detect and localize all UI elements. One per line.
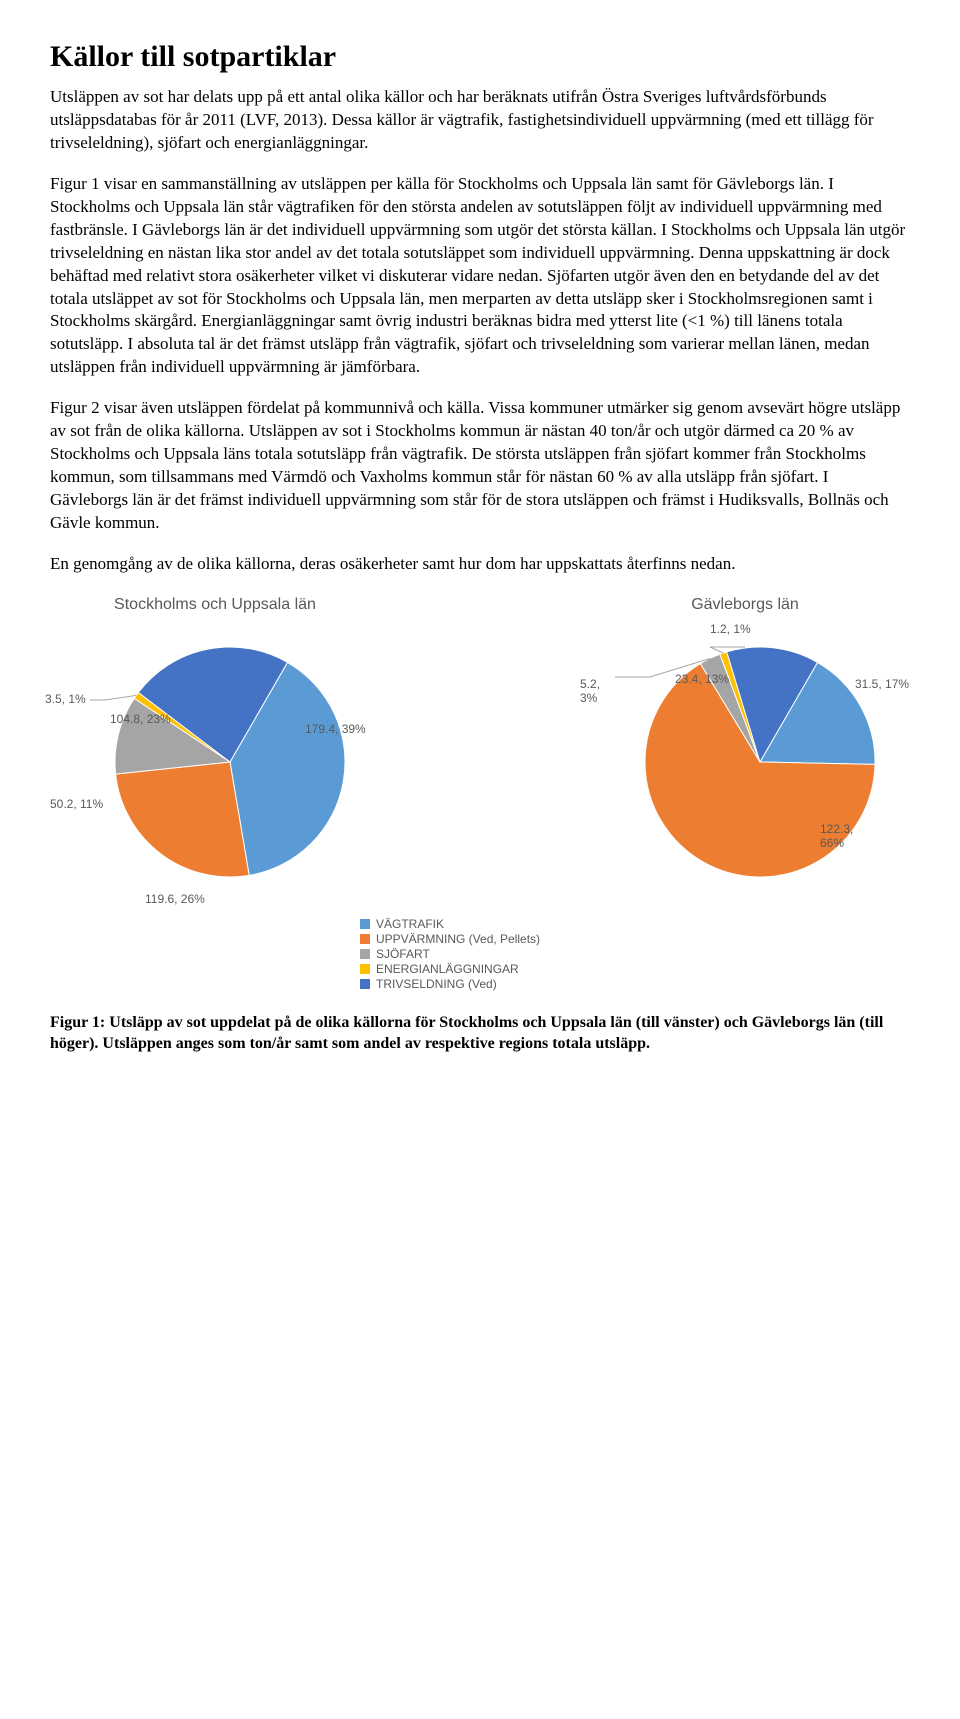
figure-caption: Figur 1: Utsläpp av sot uppdelat på de o… (50, 1013, 910, 1055)
paragraph-1: Utsläppen av sot har delats upp på ett a… (50, 86, 910, 155)
pie-label: 179.4, 39% (305, 722, 366, 736)
legend-swatch (360, 964, 370, 974)
legend-label: SJÖFART (376, 947, 430, 961)
legend-swatch (360, 949, 370, 959)
pie-label: 122.3,66% (820, 822, 853, 850)
pie-label: 1.2, 1% (710, 622, 751, 636)
pie-slice (116, 762, 250, 877)
legend-label: TRIVSELDNING (Ved) (376, 977, 497, 991)
page-heading: Källor till sotpartiklar (50, 40, 910, 74)
legend-swatch (360, 979, 370, 989)
chart2-pie (580, 622, 910, 922)
pie-label: 104.8, 23% (110, 712, 171, 726)
pie-label: 31.5, 17% (855, 677, 909, 691)
pie-label: 23.4, 13% (675, 672, 729, 686)
chart1-pie-wrap: 179.4, 39%119.6, 26%50.2, 11%3.5, 1%104.… (50, 622, 380, 927)
legend-row: TRIVSELDNING (Ved) (360, 977, 910, 991)
charts-row: Stockholms och Uppsala län 179.4, 39% 119… (50, 596, 910, 927)
paragraph-2: Figur 1 visar en sammanställning av utsl… (50, 173, 910, 379)
pie-label: 3.5, 1% (45, 692, 86, 706)
legend-label: UPPVÄRMNING (Ved, Pellets) (376, 932, 540, 946)
pie-label: 5.2,3% (580, 677, 600, 705)
chart-gavleborg: Gävleborgs län 31.5, 17% 122.3,66% 5.2,3% 1… (580, 596, 910, 927)
chart-stockholm-uppsala: Stockholms och Uppsala län 179.4, 39% 119… (50, 596, 380, 927)
chart1-pie (50, 622, 380, 922)
pie-label: 119.6, 26% (145, 892, 205, 906)
legend-row: SJÖFART (360, 947, 910, 961)
paragraph-3: Figur 2 visar även utsläppen fördelat på… (50, 397, 910, 535)
paragraph-4: En genomgång av de olika källorna, deras… (50, 553, 910, 576)
legend-label: ENERGIANLÄGGNINGAR (376, 962, 519, 976)
legend-label: VÄGTRAFIK (376, 917, 444, 931)
chart2-title: Gävleborgs län (691, 596, 799, 614)
figure-caption-text: Figur 1: Utsläpp av sot uppdelat på de o… (50, 1014, 883, 1052)
chart2-pie-wrap: 31.5, 17% 122.3,66% 5.2,3% 1.2, 1% 23.4, 13% (580, 622, 910, 927)
chart-legend: VÄGTRAFIKUPPVÄRMNING (Ved, Pellets)SJÖFA… (360, 917, 910, 991)
legend-row: UPPVÄRMNING (Ved, Pellets) (360, 932, 910, 946)
chart1-title: Stockholms och Uppsala län (114, 596, 316, 614)
legend-swatch (360, 934, 370, 944)
pie-label: 50.2, 11% (50, 797, 103, 811)
legend-row: ENERGIANLÄGGNINGAR (360, 962, 910, 976)
